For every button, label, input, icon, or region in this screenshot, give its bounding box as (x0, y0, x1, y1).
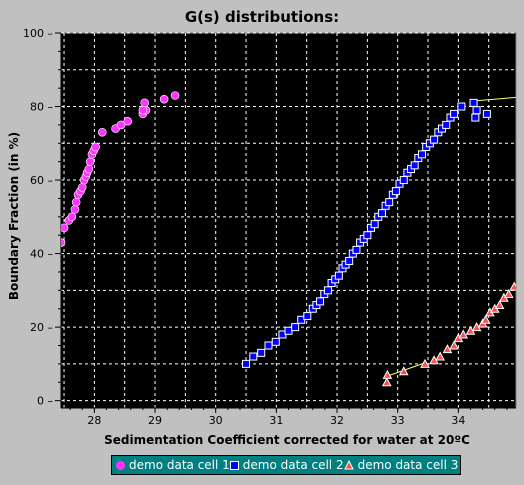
data-point-cell-3 (449, 340, 459, 350)
data-point-cell-2 (316, 297, 325, 306)
circle-marker-icon (116, 460, 125, 470)
data-point-cell-2 (450, 109, 459, 118)
data-point-cell-1 (71, 197, 81, 207)
data-point-cell-2 (391, 187, 400, 196)
data-point-cell-3 (503, 288, 514, 299)
data-point-cell-1 (140, 98, 150, 108)
data-point-cell-2 (370, 220, 379, 229)
x-tick-label: 34 (451, 414, 465, 427)
markers-group (61, 91, 516, 387)
data-point-cell-1 (84, 164, 94, 174)
data-point-cell-1 (67, 212, 77, 222)
y-tick-label: 0 – (37, 395, 53, 408)
data-point-cell-2 (482, 109, 491, 118)
data-point-cell-3 (458, 329, 469, 339)
data-point-cell-2 (430, 135, 439, 144)
data-point-cell-2 (303, 312, 312, 321)
data-point-cell-2 (442, 120, 451, 129)
data-point-cell-2 (257, 348, 266, 357)
data-point-cell-3 (509, 281, 516, 291)
triangle-marker-icon (343, 460, 354, 470)
data-point-cell-2 (264, 341, 273, 350)
data-point-cell-3 (382, 369, 393, 379)
data-point-cell-1 (70, 205, 80, 214)
fit-line (473, 96, 517, 102)
x-tick-label: 28 (87, 414, 101, 427)
y-tick-label: 60 – (30, 174, 53, 187)
data-point-cell-1 (170, 91, 180, 100)
data-point-cell-1 (77, 183, 87, 192)
data-point-cell-2 (291, 323, 300, 332)
data-point-cell-2 (417, 150, 426, 159)
x-tick-label: 32 (330, 414, 344, 427)
data-point-cell-2 (385, 198, 394, 207)
y-tick-label: 40 – (30, 248, 53, 261)
y-tick-label: 100 – (23, 27, 53, 40)
data-point-cell-2 (469, 98, 478, 107)
y-tick-label: 80 – (30, 101, 53, 114)
data-point-cell-2 (271, 337, 280, 346)
data-point-cell-3 (435, 351, 445, 361)
data-point-cell-2 (345, 256, 354, 265)
chart-plot: 28 29 30 31 32 33 34 0 – 20 – 40 – 60 – 80 – 100 – S… (7, 27, 517, 447)
data-point-cell-2 (410, 161, 419, 170)
data-point-cell-2 (249, 352, 258, 361)
legend-label: demo data cell 1 (129, 458, 230, 472)
data-point-cell-3 (398, 366, 409, 376)
data-point-cell-2 (334, 271, 343, 280)
legend-label: demo data cell 3 (357, 458, 459, 472)
x-tick-label: 29 (148, 414, 162, 427)
legend-item-cell-1: demo data cell 1 (116, 458, 230, 472)
data-point-cell-3 (442, 344, 453, 354)
data-point-cell-3 (420, 358, 430, 368)
data-point-cell-2 (242, 359, 251, 368)
chart-legend: demo data cell 1 demo data cell 2 demo d… (111, 455, 461, 475)
data-point-cell-2 (471, 113, 480, 122)
x-tick-label: 31 (269, 414, 283, 427)
x-tick-label: 33 (391, 414, 405, 427)
data-point-cell-2 (352, 245, 361, 254)
data-point-cell-1 (159, 94, 169, 104)
legend-item-cell-2: demo data cell 2 (229, 458, 344, 472)
x-tick-label: 30 (209, 414, 223, 427)
data-point-cell-1 (91, 142, 100, 152)
data-point-cell-1 (138, 105, 148, 115)
data-point-cell-1 (116, 120, 126, 130)
y-tick-label: 20 – (30, 321, 53, 334)
data-point-cell-3 (480, 314, 491, 324)
square-marker-icon (229, 460, 239, 470)
legend-item-cell-3: demo data cell 3 (343, 458, 459, 472)
x-axis-label: Sedimentation Coefficient corrected for … (104, 433, 470, 447)
data-point-cell-3 (494, 299, 505, 310)
data-point-cell-1 (97, 127, 107, 137)
data-point-cell-1 (123, 116, 133, 126)
data-point-cell-1 (61, 238, 66, 247)
legend-label: demo data cell 2 (242, 458, 344, 472)
data-point-cell-1 (61, 223, 69, 233)
chart-title: G(s) distributions: (184, 8, 340, 26)
data-point-cell-3 (381, 377, 392, 387)
plot-background (60, 32, 517, 409)
data-point-cell-2 (363, 231, 372, 240)
data-point-cell-2 (472, 106, 481, 115)
data-point-cell-2 (399, 176, 408, 185)
data-point-cell-2 (377, 209, 386, 218)
data-point-cell-2 (284, 326, 293, 335)
y-axis-label: Boundary Fraction (in %) (7, 132, 21, 300)
data-point-cell-2 (323, 286, 332, 295)
data-point-cell-2 (457, 102, 466, 111)
data-point-cell-1 (85, 157, 95, 166)
